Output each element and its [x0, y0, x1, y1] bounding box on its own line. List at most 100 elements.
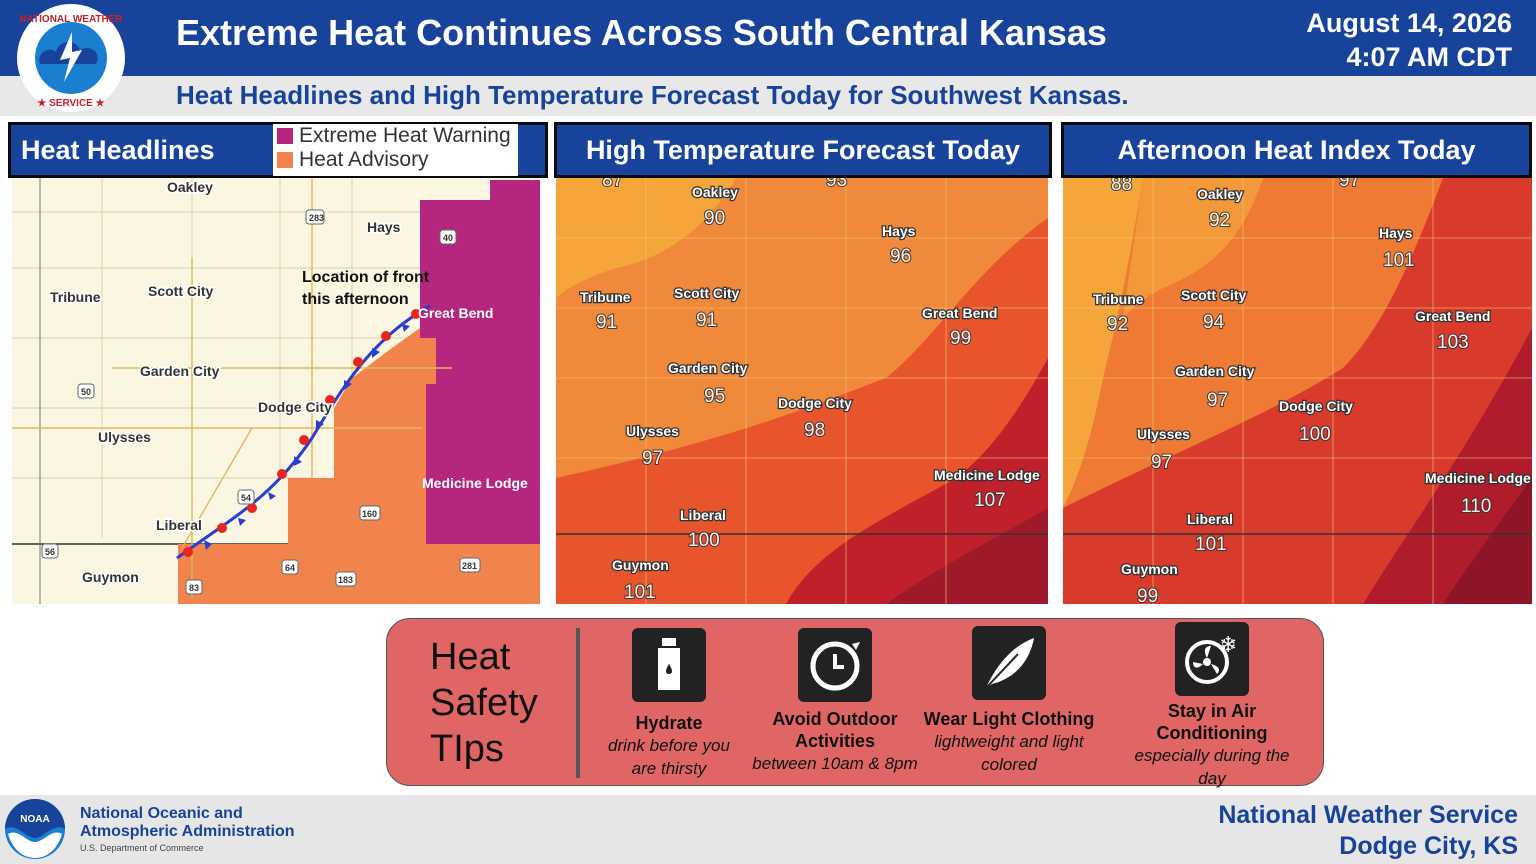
office-line: National Weather Service — [1218, 801, 1518, 829]
tip-hydrate: Hydrate drink before you are thirsty — [604, 628, 734, 780]
footer-bar — [0, 795, 1536, 864]
temp-value: 90 — [704, 208, 725, 229]
city-label: Scott City — [1181, 287, 1247, 303]
temp-value: 107 — [974, 490, 1006, 511]
city-garden-city: Garden City — [140, 363, 220, 379]
highway-shield: 183 — [335, 571, 357, 587]
heat-index-map: Oakley Hays Tribune Scott City Great Ben… — [1063, 178, 1532, 604]
heat-index-value: 97 — [1207, 390, 1228, 411]
heat-index-value: 101 — [1195, 534, 1227, 555]
clock-icon — [798, 628, 872, 702]
temp-value: 95 — [704, 386, 725, 407]
tip-desc: lightweight and light colored — [934, 732, 1084, 774]
city-label: Ulysses — [1137, 426, 1190, 442]
highway-shield: 54 — [237, 489, 255, 505]
heat-index-value: 110 — [1461, 496, 1491, 517]
noaa-name-line: Atmospheric Administration — [80, 823, 295, 840]
svg-text:NOAA: NOAA — [20, 814, 49, 825]
panel-title-heat-index: Afternoon Heat Index Today — [1117, 135, 1476, 165]
svg-text:NATIONAL WEATHER: NATIONAL WEATHER — [19, 14, 123, 25]
city-label: Oakley — [692, 184, 738, 200]
legend-swatch-warning — [277, 128, 293, 144]
city-label: Tribune — [1093, 291, 1144, 307]
tip-avoid-outdoor: Avoid Outdoor Activities between 10am & … — [750, 628, 920, 775]
svg-text:283: 283 — [309, 213, 324, 223]
tip-desc: drink before you are thirsty — [608, 736, 730, 778]
city-label: Medicine Lodge — [934, 467, 1040, 483]
subtitle-bar — [0, 76, 1536, 116]
highway-shield: 160 — [359, 505, 381, 521]
city-ulysses: Ulysses — [98, 429, 151, 445]
header-bar — [0, 0, 1536, 76]
temp-value: 97 — [642, 448, 663, 469]
office-line: Dodge City, KS — [1339, 832, 1518, 860]
svg-text:64: 64 — [285, 563, 295, 573]
city-liberal: Liberal — [156, 517, 202, 533]
svg-text:50: 50 — [81, 387, 91, 397]
city-medicine-lodge: Medicine Lodge — [422, 475, 528, 491]
tip-title: Stay in Air Conditioning — [1156, 701, 1268, 743]
temp-value: 91 — [596, 312, 617, 333]
city-label: Tribune — [580, 289, 631, 305]
heat-index-value: 92 — [1107, 314, 1128, 335]
highway-shield: 56 — [41, 543, 59, 559]
city-label: Medicine Lodge — [1425, 470, 1531, 486]
temp-value: 87 — [602, 178, 623, 191]
temp-value: 101 — [624, 582, 656, 603]
office-name: National Weather Service Dodge City, KS — [1218, 800, 1518, 862]
heat-index-value: 103 — [1437, 332, 1469, 353]
city-label: Guymon — [612, 557, 669, 573]
highway-shield: 283 — [305, 209, 325, 225]
heat-index-value: 100 — [1299, 424, 1331, 445]
tips-divider — [576, 628, 580, 778]
nws-logo: NATIONAL WEATHER ★ SERVICE ★ — [17, 4, 125, 112]
issue-datetime: August 14, 2026 4:07 AM CDT — [1306, 6, 1512, 74]
highway-shield: 83 — [185, 579, 203, 595]
svg-text:56: 56 — [45, 547, 55, 557]
temp-value: 91 — [696, 310, 717, 331]
water-bottle-icon — [632, 628, 706, 702]
svg-text:83: 83 — [189, 583, 199, 593]
front-note-line2: this afternoon — [302, 291, 409, 308]
city-scott-city: Scott City — [148, 283, 214, 299]
legend-label-advisory: Heat Advisory — [299, 148, 429, 171]
city-label: Scott City — [674, 285, 740, 301]
city-label: Garden City — [668, 360, 748, 376]
tip-title: Avoid Outdoor Activities — [772, 709, 898, 751]
tip-light-clothing: Wear Light Clothing lightweight and ligh… — [922, 626, 1096, 776]
city-great-bend: Great Bend — [418, 305, 493, 321]
panel-heading-high-temp: High Temperature Forecast Today — [554, 122, 1052, 178]
temp-value: 99 — [950, 328, 971, 349]
svg-text:❄: ❄ — [1219, 633, 1237, 658]
noaa-name-line: National Oceanic and — [80, 805, 243, 822]
tip-title: Wear Light Clothing — [923, 709, 1095, 729]
heat-index-value: 101 — [1383, 250, 1415, 271]
tip-title: Hydrate — [635, 713, 703, 733]
tip-desc: especially during the day — [1134, 746, 1290, 788]
heat-index-value: 92 — [1209, 210, 1230, 231]
city-guymon: Guymon — [82, 569, 139, 585]
tips-title: Heat Safety TIps — [430, 634, 538, 772]
page-subtitle: Heat Headlines and High Temperature Fore… — [176, 80, 1129, 110]
city-label: Hays — [1379, 225, 1413, 241]
heat-index-value: 94 — [1203, 312, 1225, 333]
page-title: Extreme Heat Continues Across South Cent… — [176, 12, 1107, 53]
noaa-department: U.S. Department of Commerce — [80, 843, 204, 853]
city-label: Oakley — [1197, 186, 1243, 202]
tip-air-conditioning: ❄ Stay in Air Conditioning especially du… — [1122, 622, 1302, 790]
legend-item-warning: Extreme Heat Warning — [277, 124, 518, 148]
tips-title-line: Heat — [430, 636, 511, 678]
tip-desc: between 10am & 8pm — [752, 754, 918, 773]
svg-text:183: 183 — [338, 575, 353, 585]
heat-index-value: 97 — [1151, 452, 1172, 473]
headlines-map: Location of front this afternoon Oakley … — [12, 178, 540, 604]
city-label: Liberal — [1187, 511, 1233, 527]
heat-index-value: 97 — [1339, 178, 1360, 191]
highway-shield: 281 — [459, 557, 481, 573]
legend-item-advisory: Heat Advisory — [277, 148, 518, 172]
temp-value: 98 — [804, 420, 825, 441]
panel-heading-heat-index: Afternoon Heat Index Today — [1061, 122, 1532, 178]
city-tribune: Tribune — [50, 289, 101, 305]
tips-title-line: TIps — [430, 728, 504, 770]
city-label: Dodge City — [1279, 398, 1353, 414]
